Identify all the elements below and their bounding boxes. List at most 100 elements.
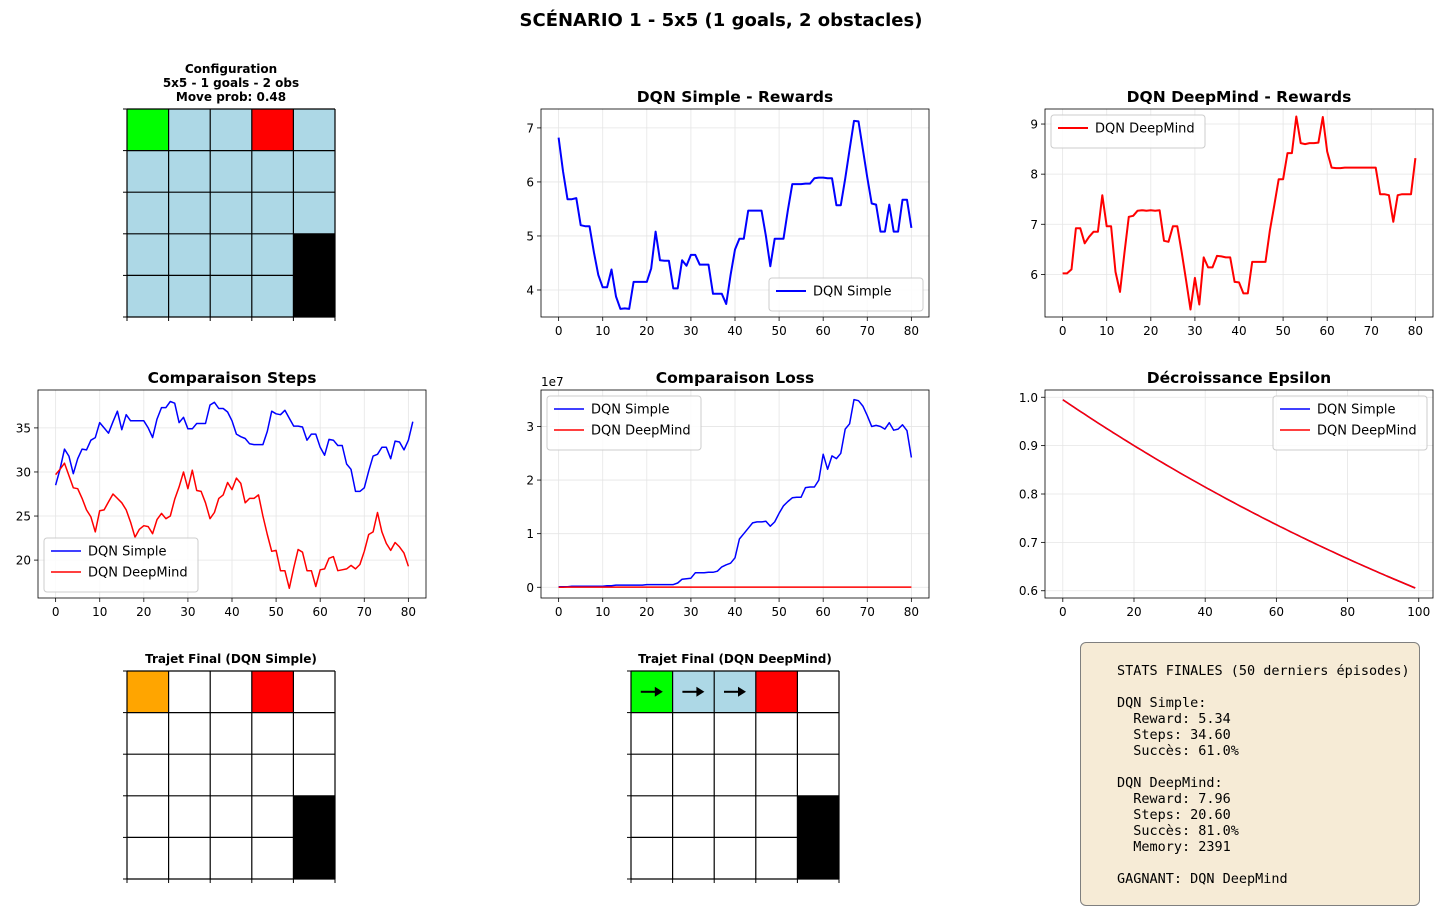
x-tick-label: 0 (555, 324, 563, 338)
arrow-right-icon (738, 686, 746, 697)
y-tick-label: 2 (526, 474, 534, 488)
grid-cell-path (168, 109, 211, 151)
x-tick-label: 30 (1187, 324, 1202, 338)
grid-cell-empty (672, 795, 715, 838)
x-tick-label: 20 (639, 605, 654, 619)
grid-cell-empty (797, 671, 839, 713)
grid-title-line: Trajet Final (DQN DeepMind) (638, 652, 832, 666)
y-tick-label: 20 (16, 554, 31, 568)
x-tick-label: 20 (1126, 605, 1141, 619)
x-tick-label: 80 (1340, 605, 1355, 619)
chart-title: DQN Simple - Rewards (637, 88, 833, 106)
grid-cell-path (251, 275, 294, 317)
arrow-right-icon (654, 686, 663, 697)
y-tick-label: 30 (16, 465, 31, 479)
grid-cell-trap (251, 671, 294, 713)
grid-cell-empty (127, 754, 169, 796)
grid-cell-obstacle (797, 837, 839, 879)
series-line-dqn-deepmind (1062, 399, 1416, 589)
legend-label: DQN Simple (88, 545, 167, 560)
chart-title: DQN DeepMind - Rewards (1127, 88, 1352, 106)
y-tick-label: 3 (526, 420, 534, 434)
legend: DQN Simple DQN DeepMind (43, 537, 199, 593)
grid-cell-empty (797, 754, 839, 796)
x-tick-label: 40 (1198, 605, 1213, 619)
x-tick-label: 50 (771, 324, 786, 338)
grid-cell-path (251, 233, 294, 276)
grid-cell-path (293, 109, 335, 151)
x-tick-label: 100 (1407, 605, 1430, 619)
x-tick-label: 80 (904, 324, 919, 338)
stats-line: GAGNANT: DQN DeepMind (1117, 871, 1288, 887)
grid-cell-empty (293, 754, 335, 796)
grid-cell-trap (251, 109, 294, 151)
x-tick-label: 0 (1059, 324, 1067, 338)
x-tick-label: 20 (1143, 324, 1158, 338)
legend-frame (546, 395, 702, 451)
grid-cell-empty (293, 712, 335, 755)
grid-cell-empty (251, 795, 294, 838)
x-tick-label: 50 (268, 605, 283, 619)
grid-cell-empty (251, 712, 294, 755)
legend-frame (1050, 114, 1206, 149)
grid-cell-path (293, 192, 335, 234)
y-tick-label: 6 (1030, 268, 1038, 282)
legend-label: DQN DeepMind (88, 566, 188, 581)
stats-line: DQN Simple: (1117, 695, 1207, 711)
x-tick-label: 10 (92, 605, 107, 619)
x-tick-label: 70 (860, 324, 875, 338)
grid-cell-empty (168, 754, 211, 796)
legend: DQN DeepMind (1050, 114, 1206, 149)
chart-title: Décroissance Epsilon (1147, 369, 1331, 387)
y-tick-label: 1.0 (1019, 391, 1038, 405)
chart-rewards-simple: 0 10 20 30 40 50 60 70 80 4 5 6 7 DQN Simple - Reward… (526, 88, 930, 338)
x-tick-label: 40 (727, 324, 742, 338)
x-tick-label: 0 (1059, 605, 1067, 619)
grid-world-deepmind: Trajet Final (DQN DeepMind) (627, 652, 840, 883)
x-tick-label: 60 (816, 324, 831, 338)
legend: DQN Simple (768, 277, 924, 312)
x-tick-label: 50 (771, 605, 786, 619)
y-tick-label: 35 (16, 421, 31, 435)
grid-title-line: Move prob: 0.48 (176, 90, 286, 104)
grid-cell-obstacle (293, 275, 335, 317)
y-tick-label: 0.9 (1019, 439, 1038, 453)
grid-cell-path (210, 233, 252, 276)
grid-cell-empty (127, 837, 169, 879)
grid-cell-empty (631, 712, 673, 755)
legend-frame (43, 537, 199, 593)
grid-cell-path (293, 150, 335, 193)
arrow-right-icon (696, 686, 705, 697)
legend-label: DQN Simple (1317, 403, 1396, 418)
series-line-dqn-simple (557, 119, 913, 310)
x-tick-label: 60 (313, 605, 328, 619)
legend-frame (768, 277, 924, 312)
chart-title: Comparaison Steps (148, 369, 317, 387)
y-tick-label: 1 (526, 527, 534, 541)
y-tick-label: 25 (16, 510, 31, 524)
series-line-dqn-simple (558, 398, 913, 588)
grid-cell-empty (755, 754, 798, 796)
x-tick-label: 0 (555, 605, 563, 619)
grid-cell-empty (714, 754, 756, 796)
stats-line: STATS FINALES (50 derniers épisodes) (1117, 663, 1410, 679)
chart-rewards-deepmind: 0 10 20 30 40 50 60 70 80 6 7 8 9 DQN DeepMind - Rewa… (1030, 88, 1434, 338)
series-line-dqn-simple (54, 400, 414, 493)
grid-cell-path (127, 192, 169, 234)
legend-label: DQN DeepMind (1095, 122, 1195, 137)
grid-cell-empty (210, 795, 252, 838)
y-tick-label: 0.7 (1019, 536, 1038, 550)
grid-world-simple: Trajet Final (DQN Simple) (123, 652, 336, 883)
grid-cell-empty (210, 837, 252, 879)
grid-cell-path (210, 192, 252, 234)
grid-cell-path (210, 109, 252, 151)
x-tick-label: 80 (904, 605, 919, 619)
legend-label: DQN Simple (591, 403, 670, 418)
stats-line: Steps: 20.60 (1117, 807, 1231, 823)
grid-cell-empty (168, 837, 211, 879)
y-tick-label: 4 (526, 283, 534, 297)
grid-cell-path (168, 275, 211, 317)
grid-cell-path (210, 150, 252, 193)
